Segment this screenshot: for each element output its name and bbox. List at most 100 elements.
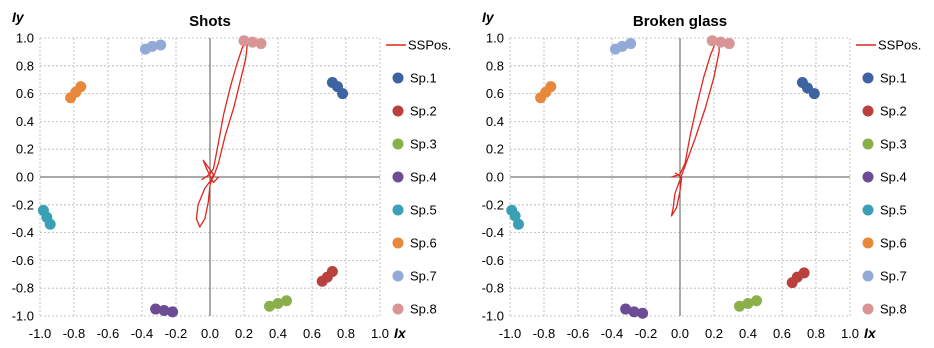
legend-label-sspos: SSPos.	[408, 37, 451, 52]
x-tick-label: 1.0	[841, 326, 859, 341]
chart-1: 1.0 0.8 0.6 0.4 0.2 0.0 -0.2 -0.4 -0.6 -0.8 -1.0 -1…	[12, 9, 452, 341]
x-tick-label: -0.6	[97, 326, 119, 341]
data-point	[616, 40, 628, 52]
legend-swatch	[392, 105, 404, 117]
legend-swatch	[862, 204, 874, 216]
x-tick-label: 0.2	[235, 326, 253, 341]
x-tick-label: -0.4	[131, 326, 153, 341]
legend-swatch	[392, 270, 404, 282]
legend-label-sspos: SSPos.	[878, 37, 921, 52]
series-sp3	[264, 295, 292, 312]
legend-label: Sp.1	[880, 70, 907, 85]
series-sp8	[238, 35, 267, 50]
data-point	[637, 307, 649, 319]
y-tick-label: 0.2	[486, 142, 504, 157]
y-tick-label: 0.8	[486, 58, 504, 73]
legend-swatch	[392, 171, 404, 183]
data-point	[798, 267, 810, 279]
legend-label: Sp.8	[410, 301, 437, 316]
x-tick-label: -0.8	[63, 326, 85, 341]
data-point	[509, 210, 521, 222]
x-tick-label: -1.0	[499, 326, 521, 341]
x-tick-label: -0.4	[601, 326, 623, 341]
y-tick-label: 0.4	[486, 114, 504, 129]
legend-swatch	[392, 303, 404, 315]
series-line-sspos	[670, 38, 720, 217]
series-sp4	[150, 303, 179, 318]
legend-label: Sp.1	[410, 70, 437, 85]
x-axis-label: Ix	[394, 325, 407, 341]
y-tick-label: -0.6	[12, 253, 34, 268]
series-line-sspos	[195, 40, 249, 228]
legend-label: Sp.3	[410, 136, 437, 151]
data-point	[44, 218, 56, 230]
series-sp5	[37, 204, 56, 230]
y-tick-label: -0.2	[482, 197, 504, 212]
data-point	[620, 303, 632, 315]
legend-swatch	[392, 204, 404, 216]
series-sp1	[326, 76, 349, 100]
y-tick-label: -0.6	[482, 253, 504, 268]
y-tick-label: -1.0	[12, 309, 34, 324]
data-point	[75, 81, 87, 93]
y-tick-label: 0.8	[16, 58, 34, 73]
x-tick-label: 0.4	[739, 326, 757, 341]
data-point	[734, 300, 745, 312]
legend-label: Sp.6	[880, 235, 907, 250]
data-point	[255, 38, 267, 50]
y-tick-label: 0.6	[16, 86, 34, 101]
legend-label: Sp.3	[880, 136, 907, 151]
y-tick-label: 1.0	[16, 31, 34, 46]
y-tick-label: 0.0	[486, 170, 504, 185]
series-sp7	[139, 39, 167, 55]
legend-swatch	[392, 72, 404, 84]
y-tick-label: -0.8	[12, 281, 34, 296]
data-point	[625, 38, 637, 50]
legend-label: Sp.2	[880, 103, 907, 118]
x-tick-label: 0.0	[201, 326, 219, 341]
x-tick-label: 0.4	[269, 326, 287, 341]
x-tick-label: 0.8	[337, 326, 355, 341]
y-tick-label: 1.0	[486, 31, 504, 46]
data-point	[247, 36, 258, 48]
data-point	[513, 218, 524, 230]
x-tick-label: -0.2	[165, 326, 187, 341]
y-tick-label: -0.4	[482, 225, 504, 240]
y-axis-label: Iy	[12, 9, 25, 25]
legend-swatch	[862, 138, 874, 150]
x-tick-label: 0.2	[705, 326, 723, 341]
series-sp5	[506, 204, 524, 230]
y-tick-label: 0.4	[16, 114, 34, 129]
data-point	[167, 306, 179, 318]
y-tick-label: -1.0	[482, 309, 504, 324]
data-point	[272, 297, 284, 309]
series-sp2	[786, 267, 810, 289]
y-tick-label: 0.2	[16, 142, 34, 157]
series-sp4	[620, 303, 649, 319]
x-tick-label: -0.2	[635, 326, 657, 341]
legend-swatch	[862, 237, 874, 249]
y-tick-label: 0.6	[486, 86, 504, 101]
legend-swatch	[862, 72, 874, 84]
y-tick-label: -0.8	[482, 281, 504, 296]
x-tick-label: 1.0	[371, 326, 389, 341]
series-sp7	[609, 38, 637, 55]
x-tick-label: -1.0	[29, 326, 51, 341]
legend-swatch	[392, 237, 404, 249]
data-point	[742, 297, 754, 309]
x-tick-label: 0.6	[303, 326, 321, 341]
y-tick-label: -0.2	[12, 197, 34, 212]
x-tick-label: -0.8	[533, 326, 555, 341]
data-point	[808, 88, 820, 100]
legend-swatch	[862, 171, 874, 183]
data-point	[326, 266, 338, 278]
legend-swatch	[862, 270, 874, 282]
x-tick-label: 0.8	[807, 326, 825, 341]
legend-swatch	[862, 105, 874, 117]
data-point	[146, 40, 158, 52]
series-sp6	[535, 81, 557, 104]
chart-title: Broken glass	[633, 13, 727, 30]
data-point	[158, 304, 170, 316]
